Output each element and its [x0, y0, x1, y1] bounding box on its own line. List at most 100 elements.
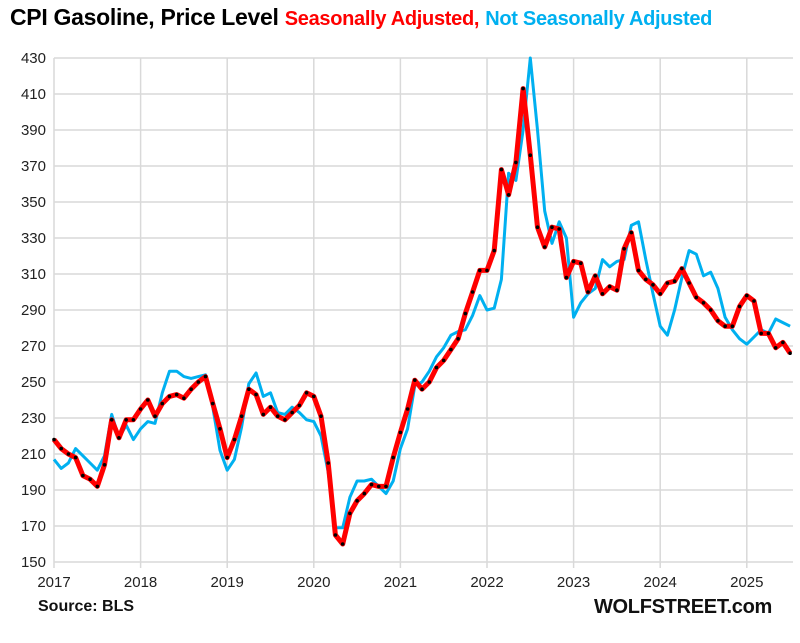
y-tick-label: 270	[21, 338, 46, 355]
data-point-seasonally-adjusted	[333, 533, 338, 537]
data-point-seasonally-adjusted	[88, 477, 92, 482]
data-point-seasonally-adjusted	[131, 418, 136, 422]
x-tick-label: 2021	[384, 574, 417, 591]
data-point-seasonally-adjusted	[420, 387, 424, 392]
data-point-seasonally-adjusted	[52, 437, 56, 442]
y-tick-label: 330	[21, 230, 46, 247]
data-point-seasonally-adjusted	[124, 418, 128, 422]
data-point-seasonally-adjusted	[138, 407, 143, 411]
data-point-seasonally-adjusted	[528, 153, 533, 157]
data-point-seasonally-adjusted	[340, 542, 345, 546]
data-point-seasonally-adjusted	[391, 455, 395, 460]
data-point-seasonally-adjusted	[456, 337, 460, 341]
data-point-seasonally-adjusted	[312, 394, 316, 399]
data-point-seasonally-adjusted	[593, 274, 598, 278]
data-point-seasonally-adjusted	[449, 347, 453, 352]
data-point-seasonally-adjusted	[146, 398, 150, 402]
data-point-seasonally-adjusted	[629, 230, 634, 235]
data-point-seasonally-adjusted	[759, 331, 764, 336]
data-point-seasonally-adjusted	[405, 407, 410, 411]
data-point-seasonally-adjusted	[788, 351, 792, 356]
data-point-seasonally-adjusted	[283, 418, 287, 422]
data-point-seasonally-adjusted	[521, 86, 525, 91]
x-tick-label: 2019	[211, 574, 244, 591]
x-tick-label: 2018	[124, 574, 157, 591]
data-point-seasonally-adjusted	[73, 455, 78, 460]
data-point-seasonally-adjusted	[708, 308, 713, 312]
data-point-seasonally-adjusted	[210, 401, 215, 406]
data-point-seasonally-adjusted	[261, 412, 266, 417]
data-point-seasonally-adjusted	[658, 292, 662, 296]
data-point-seasonally-adjusted	[117, 436, 121, 440]
data-point-seasonally-adjusted	[701, 301, 706, 305]
data-point-seasonally-adjusted	[557, 227, 561, 231]
chart-title: CPI Gasoline, Price Level Seasonally Adj…	[10, 4, 712, 31]
legend-seasonally-adjusted: Seasonally Adjusted,	[284, 8, 480, 30]
data-point-seasonally-adjusted	[376, 484, 381, 489]
data-point-seasonally-adjusted	[297, 403, 302, 408]
data-point-seasonally-adjusted	[362, 491, 367, 496]
data-point-seasonally-adjusted	[781, 340, 785, 345]
data-point-seasonally-adjusted	[680, 266, 684, 271]
x-tick-label: 2024	[644, 574, 677, 591]
series-line-not-seasonally-adjusted	[52, 56, 791, 530]
data-point-seasonally-adjusted	[607, 284, 612, 289]
data-point-seasonally-adjusted	[66, 452, 71, 456]
data-point-seasonally-adjusted	[485, 268, 489, 273]
data-point-seasonally-adjusted	[319, 414, 323, 419]
data-point-seasonally-adjusted	[268, 405, 273, 410]
data-point-seasonally-adjusted	[723, 324, 727, 329]
data-point-seasonally-adjusted	[189, 387, 193, 392]
data-point-seasonally-adjusted	[651, 283, 655, 287]
data-point-seasonally-adjusted	[369, 482, 374, 487]
data-point-seasonally-adjusted	[413, 378, 417, 383]
data-point-seasonally-adjusted	[384, 484, 388, 489]
series-group	[52, 56, 793, 547]
data-point-seasonally-adjusted	[348, 511, 352, 516]
data-point-seasonally-adjusted	[355, 499, 359, 503]
y-tick-label: 350	[21, 194, 46, 211]
data-point-seasonally-adjusted	[427, 380, 432, 384]
data-point-seasonally-adjusted	[477, 268, 482, 273]
brand-label: WOLFSTREET.com	[593, 596, 772, 618]
data-point-seasonally-adjusted	[59, 446, 64, 451]
y-tick-label: 310	[21, 266, 46, 283]
data-point-seasonally-adjusted	[766, 331, 771, 336]
data-point-seasonally-adjusted	[730, 324, 735, 329]
data-point-seasonally-adjusted	[694, 295, 699, 300]
data-point-seasonally-adjusted	[463, 311, 468, 316]
data-point-seasonally-adjusted	[196, 380, 201, 384]
data-point-seasonally-adjusted	[672, 279, 677, 284]
data-point-seasonally-adjusted	[737, 304, 742, 309]
y-tick-label: 370	[21, 158, 46, 175]
y-tick-label: 230	[21, 410, 46, 427]
y-tick-label: 150	[21, 554, 46, 571]
data-point-seasonally-adjusted	[254, 392, 258, 397]
data-point-seasonally-adjusted	[81, 473, 85, 478]
data-point-seasonally-adjusted	[716, 319, 720, 323]
data-point-seasonally-adjusted	[434, 365, 439, 370]
data-point-seasonally-adjusted	[506, 193, 511, 197]
data-point-seasonally-adjusted	[665, 281, 670, 285]
data-point-seasonally-adjusted	[203, 374, 208, 379]
y-tick-label: 250	[21, 374, 46, 391]
y-axis-ticks: 150 170 190 210 230 250 270 290 310 330 350 370 390 4…	[21, 50, 46, 571]
data-point-seasonally-adjusted	[615, 288, 619, 293]
data-point-seasonally-adjusted	[752, 299, 756, 303]
data-point-seasonally-adjusted	[514, 160, 518, 165]
data-point-seasonally-adjusted	[687, 281, 691, 285]
data-point-seasonally-adjusted	[109, 418, 114, 422]
y-tick-label: 390	[21, 122, 46, 139]
y-tick-label: 290	[21, 302, 46, 319]
series-line-seasonally-adjusted	[52, 86, 793, 547]
x-tick-label: 2025	[730, 574, 763, 591]
x-axis-ticks: 2017 2018 2019 2020 2021 2022 2023 2024 2025	[37, 574, 763, 591]
chart-title-main: CPI Gasoline, Price Level	[10, 4, 279, 30]
data-point-seasonally-adjusted	[182, 396, 186, 401]
data-point-seasonally-adjusted	[571, 259, 576, 264]
data-point-seasonally-adjusted	[167, 394, 172, 399]
data-point-seasonally-adjusted	[586, 290, 590, 294]
data-point-seasonally-adjusted	[290, 410, 294, 415]
data-point-seasonally-adjusted	[499, 167, 504, 172]
